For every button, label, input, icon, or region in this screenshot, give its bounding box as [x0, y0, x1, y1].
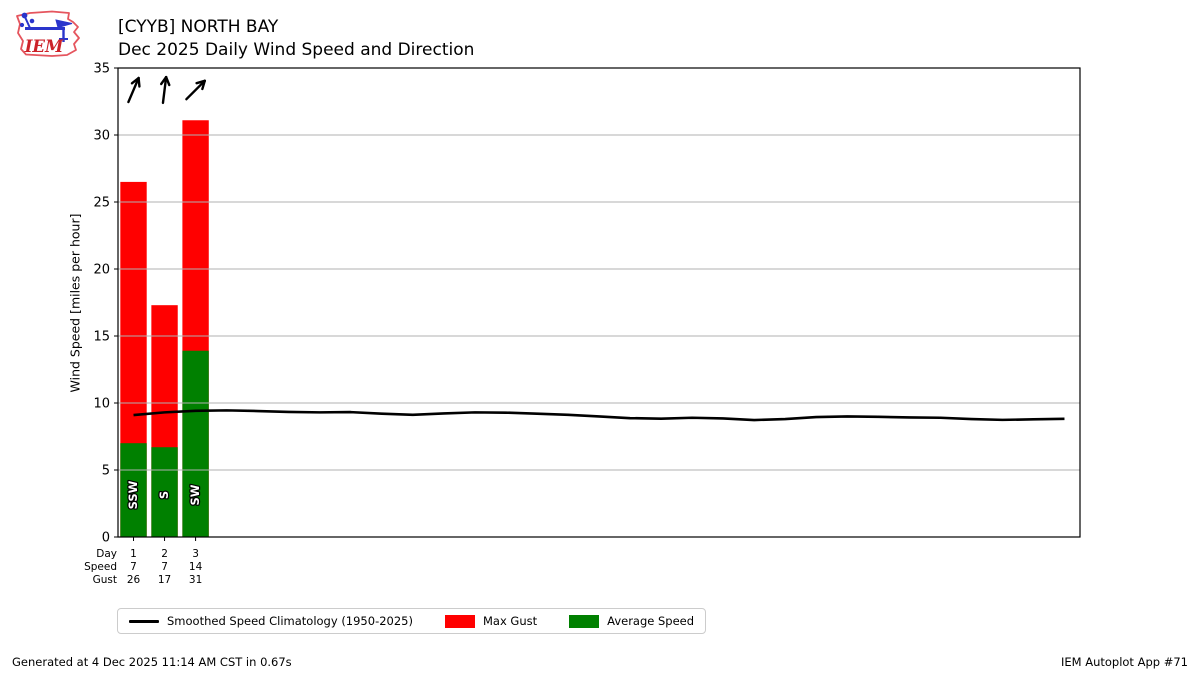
average-speed-bar: [151, 447, 178, 537]
legend-label-average-speed: Average Speed: [607, 614, 695, 628]
y-tick-label: 5: [102, 464, 110, 479]
x-tick-label-day: 2: [161, 548, 168, 560]
x-value-speed: 7: [130, 561, 137, 573]
y-tick-label: 35: [93, 62, 110, 77]
x-value-gust: 31: [189, 574, 202, 586]
legend-item-climatology: Smoothed Speed Climatology (1950-2025): [129, 614, 413, 628]
climatology-line-swatch: [129, 619, 159, 623]
average-speed-swatch: [569, 614, 600, 628]
y-tick-label: 25: [93, 196, 110, 211]
logo-iem-text: IEM: [24, 37, 64, 56]
legend-label-climatology: Smoothed Speed Climatology (1950-2025): [167, 614, 413, 628]
generated-timestamp: Generated at 4 Dec 2025 11:14 AM CST in …: [12, 655, 292, 669]
average-speed-bar: [120, 443, 147, 537]
plot-subtitle: Dec 2025 Daily Wind Speed and Direction: [118, 39, 475, 60]
x-tick-label-day: 3: [192, 548, 199, 560]
title-block: [CYYB] NORTH BAY Dec 2025 Daily Wind Spe…: [118, 16, 474, 61]
climatology-line: [133, 409, 1065, 422]
x-value-gust: 26: [127, 574, 141, 586]
arrow-head: [195, 79, 206, 85]
arrow-shaft: [127, 76, 140, 104]
x-tick-label-day: 1: [130, 548, 137, 560]
x-value-speed: 7: [161, 561, 168, 573]
plot-frame: [117, 67, 1081, 538]
arrow-head: [130, 76, 140, 85]
x-row-label: Gust: [93, 574, 117, 586]
x-value-speed: 14: [189, 561, 203, 573]
app-credit: IEM Autoplot App #71: [1060, 655, 1188, 669]
legend-label-max-gust: Max Gust: [482, 614, 538, 628]
y-tick-label: 20: [93, 263, 110, 278]
y-tick-label: 30: [93, 129, 110, 144]
wind-direction-arrow: [185, 79, 206, 101]
arrow-shaft: [185, 79, 206, 101]
arrow-shaft: [161, 75, 168, 105]
average-speed-bar: [182, 350, 209, 537]
y-tick-label: 10: [93, 397, 110, 412]
wind-direction-label: S: [157, 491, 171, 499]
iem-logo: IEM: [16, 10, 80, 57]
x-row-label: Speed: [84, 561, 117, 573]
arrow-head: [159, 75, 168, 86]
wind-direction-arrow: [127, 76, 141, 104]
y-tick-label: 0: [102, 531, 110, 546]
station-title: [CYYB] NORTH BAY: [118, 17, 279, 37]
y-tick-label: 15: [93, 330, 110, 345]
legend-item-average-speed: Average Speed: [569, 614, 694, 628]
max-gust-swatch: [444, 614, 475, 628]
weather-vane-icon: [19, 12, 73, 42]
legend: Smoothed Speed Climatology (1950-2025) M…: [117, 608, 707, 634]
x-value-gust: 17: [158, 574, 171, 586]
wind-direction-arrow: [159, 75, 171, 105]
x-row-label: Day: [96, 548, 117, 560]
wind-direction-label: SW: [188, 484, 202, 505]
wind-direction-label: SSW: [126, 480, 140, 509]
legend-item-max-gust: Max Gust: [444, 614, 538, 628]
